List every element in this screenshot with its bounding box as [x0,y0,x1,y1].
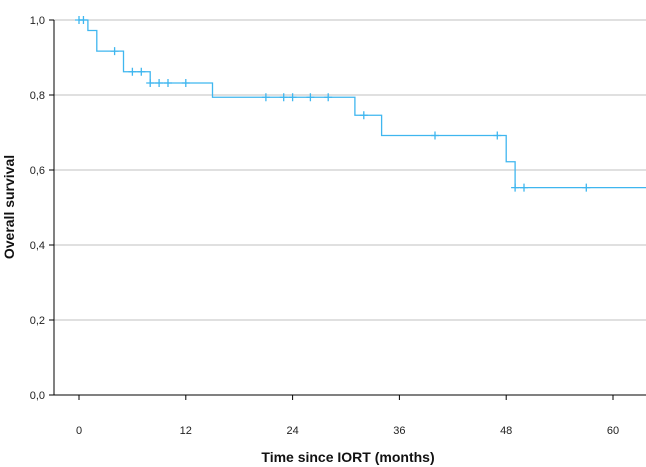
censor-mark [164,79,172,87]
censor-mark [306,93,315,102]
censor-mark [288,93,297,102]
survival-series [79,19,646,189]
censor-mark [511,183,520,192]
y-tick-label: 1,0 [30,15,45,27]
x-tick-labels: 01224364860728496108120 [76,425,619,437]
censor-mark [181,79,190,87]
x-tick-label: 24 [286,425,298,437]
x-tick-label: 12 [180,425,192,437]
censor-mark [137,67,146,76]
x-tick-label: 60 [607,425,619,437]
y-tick-label: 0,0 [30,390,45,402]
censor-mark [431,131,439,140]
y-tick-label: 0,8 [30,90,45,102]
x-tick-label: 36 [393,425,405,437]
censor-mark [324,93,333,102]
x-tick-label: 0 [76,425,82,437]
censor-mark [493,131,502,140]
gridlines [54,19,646,321]
y-tick-label: 0,6 [30,165,45,177]
censor-mark [279,93,288,102]
censor-marks [75,16,591,192]
censor-mark [110,47,119,56]
censor-mark [359,111,368,120]
censor-mark [261,93,270,102]
censor-mark [155,79,164,87]
censor-mark [146,79,155,87]
plot-background [54,20,646,395]
x-tick-label: 48 [500,425,512,437]
x-axis-title: Time since IORT (months) [261,449,434,465]
y-axis-title: Overall survival [1,155,17,259]
y-tick-labels: 0,0 0,2 0,4 0,6 0,8 1,0 [30,15,45,402]
censor-mark [128,67,137,76]
censor-mark [79,16,88,24]
axes [49,19,646,400]
censor-mark [520,183,528,192]
survival-step-line [79,19,646,189]
y-tick-label: 0,4 [30,240,45,252]
censor-mark [582,183,591,192]
y-tick-label: 0,2 [30,315,45,327]
